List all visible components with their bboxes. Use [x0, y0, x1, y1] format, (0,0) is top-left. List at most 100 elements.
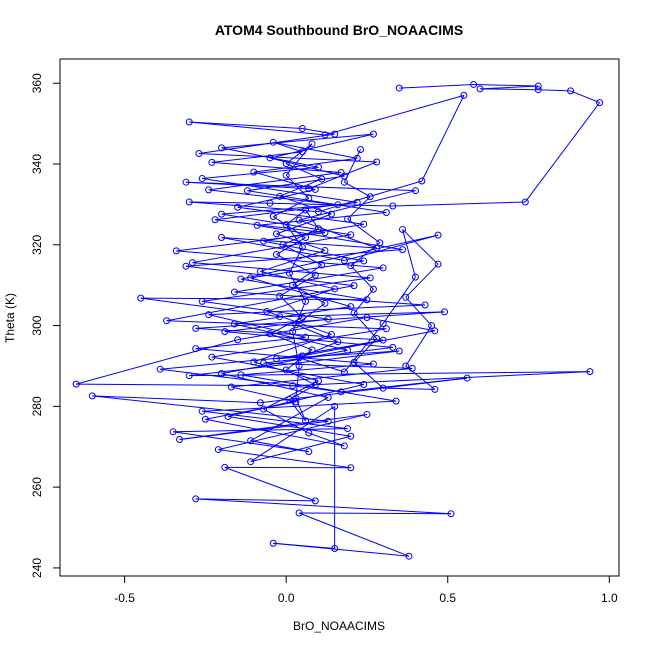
series-segment [279, 295, 303, 318]
series-segment [221, 133, 374, 149]
series-segment [224, 466, 316, 502]
data-point [337, 168, 345, 176]
data-point [405, 552, 413, 560]
data-point [344, 346, 352, 354]
data-point [305, 185, 313, 193]
data-point [331, 402, 339, 410]
data-point [344, 425, 352, 433]
data-point [282, 221, 290, 229]
data-point [295, 362, 303, 370]
data-point [230, 320, 238, 328]
series-segment [269, 157, 345, 177]
data-point [408, 364, 416, 372]
data-point [230, 288, 238, 296]
series-segment [382, 276, 416, 324]
series-segment [285, 174, 310, 199]
data-point [198, 175, 206, 183]
data-point [324, 417, 332, 425]
data-point [314, 208, 322, 216]
series-segment [392, 201, 526, 207]
data-point [331, 285, 339, 293]
x-tick-label: 0.0 [278, 591, 295, 605]
series-segment [295, 324, 339, 343]
series-segment [92, 395, 329, 422]
data-point [227, 383, 235, 391]
series-segment [253, 361, 319, 382]
data-point [192, 324, 200, 332]
data-point [272, 230, 280, 238]
series-segment [405, 263, 439, 298]
data-point [344, 215, 352, 223]
series-segment [276, 254, 316, 276]
series-segment [253, 333, 332, 363]
series-segment [350, 265, 374, 290]
data-point [392, 397, 400, 405]
series-segment [227, 415, 351, 437]
x-tick-label: 1.0 [601, 591, 618, 605]
data-point [208, 353, 216, 361]
data-point [347, 464, 355, 472]
y-tick-label: 360 [30, 73, 44, 93]
series-segment [221, 204, 338, 215]
data-point [237, 275, 245, 283]
series-segment [263, 408, 310, 434]
series-segment [240, 374, 397, 402]
data-point [256, 399, 264, 407]
series-segment [421, 95, 465, 182]
x-tick-label: 0.5 [439, 591, 456, 605]
data-point [224, 412, 232, 420]
data-point [347, 303, 355, 311]
data-point [350, 282, 358, 290]
data-point [211, 216, 219, 224]
data-point [88, 392, 96, 400]
data-point [250, 358, 258, 366]
series-segment [405, 365, 436, 390]
series-segment [288, 246, 303, 274]
y-tick-label: 260 [30, 477, 44, 497]
data-point [205, 311, 213, 319]
data-point [218, 370, 226, 378]
data-point [567, 87, 575, 95]
data-point [369, 285, 377, 293]
data-point [72, 380, 80, 388]
series-segment [282, 244, 322, 266]
y-tick-label: 340 [30, 154, 44, 174]
data-point [302, 234, 310, 242]
data-point [253, 221, 261, 229]
data-point [460, 91, 468, 99]
series-segment [289, 384, 316, 400]
series-segment [298, 512, 410, 557]
data-point [266, 154, 274, 162]
series-segment [260, 249, 326, 272]
data-point [302, 333, 310, 341]
series-segment [189, 371, 590, 377]
data-point [418, 177, 426, 185]
series-segment [405, 296, 432, 326]
data-point [305, 429, 313, 437]
data-point [163, 317, 171, 325]
series-segment [224, 331, 393, 348]
data-point [347, 262, 355, 270]
series-segment [92, 395, 261, 404]
series-segment [179, 413, 368, 440]
series-segment [298, 357, 345, 373]
data-point [247, 274, 255, 282]
series-segment [295, 302, 326, 326]
series-segment [288, 272, 307, 302]
series-segment [269, 333, 313, 351]
data-point [185, 118, 193, 126]
series-segment [292, 371, 590, 387]
data-point [311, 185, 319, 193]
data-point [308, 140, 316, 148]
series-segment [234, 306, 351, 325]
data-point [192, 345, 200, 353]
series-segment [285, 209, 306, 226]
data-point [431, 385, 439, 393]
data-point [363, 410, 371, 418]
series-segment [289, 399, 306, 422]
data-point [289, 328, 297, 336]
series-segment [350, 242, 381, 267]
series-segment [140, 297, 367, 301]
data-point [305, 194, 313, 202]
data-point [272, 250, 280, 258]
